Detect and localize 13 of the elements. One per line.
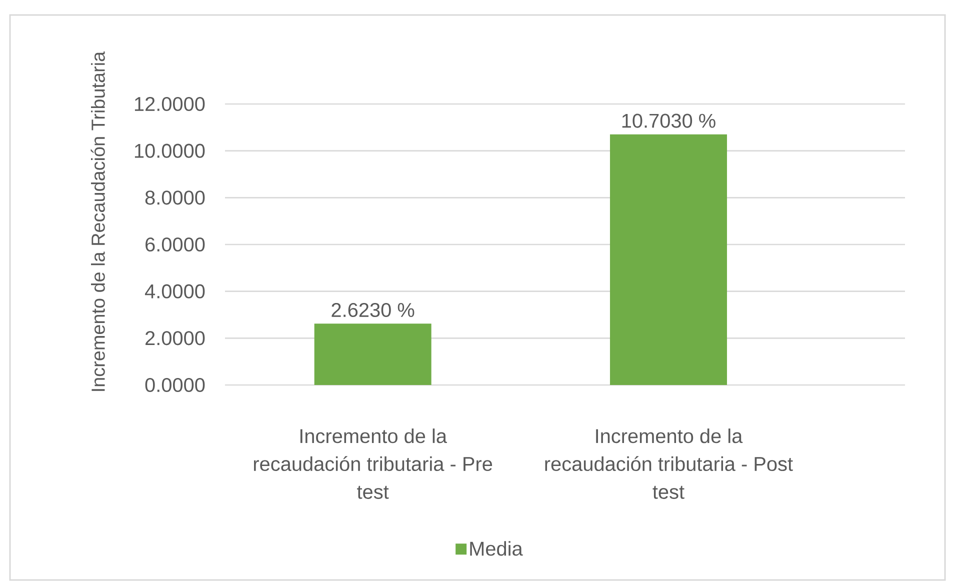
y-axis-title: Incremento de la Recaudación Tributaria: [90, 51, 105, 391]
y-tick-label: 12.0000: [134, 96, 205, 112]
y-tick-label: 4.0000: [144, 284, 205, 298]
data-label: 10.7030 %: [622, 114, 716, 128]
y-tick-label: 0.0000: [145, 378, 205, 392]
y-tick-label: 2.0000: [146, 331, 205, 346]
x-tick-label: Incremento de la recaudación tributaria - Post test: [545, 428, 793, 499]
y-tick-label: 8.0000: [145, 190, 205, 205]
x-tick-label: Incremento de la recaudación tributaria - Pre test: [254, 428, 492, 499]
y-tick-label: 6.0000: [146, 237, 205, 252]
data-label: 2.6230 %: [332, 302, 414, 318]
y-tick-label: 10.0000: [134, 144, 205, 158]
legend-label: Media: [470, 541, 523, 556]
